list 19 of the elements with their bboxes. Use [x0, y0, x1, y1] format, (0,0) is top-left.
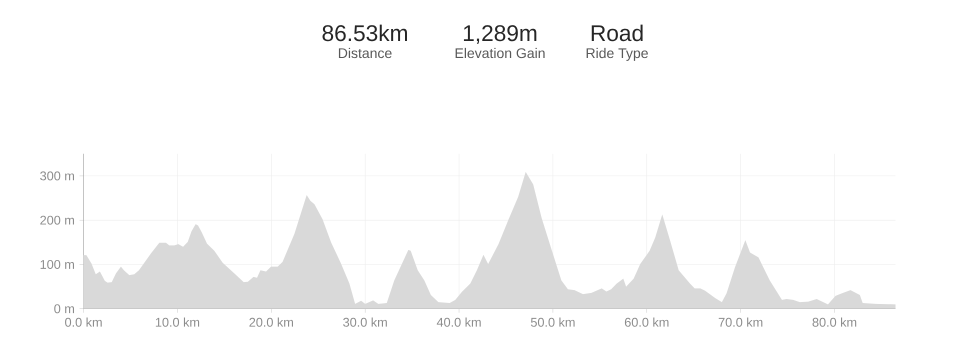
x-tick-label: 50.0 km — [530, 317, 575, 327]
text: Road — [592, 24, 643, 42]
x-tick-label: 30.0 km — [343, 317, 387, 327]
x-tick-label: 20.0 km — [249, 317, 293, 327]
x-tick-label: 0.0 km — [65, 317, 102, 327]
text: Ride Type — [586, 48, 648, 61]
y-tick-label: 200 m — [40, 216, 74, 225]
x-tick-label: 60.0 km — [624, 317, 668, 327]
x-tick-label: 40.0 km — [436, 317, 481, 327]
x-tick-label: 80.0 km — [812, 317, 856, 327]
y-tick-label: 100 m — [40, 260, 74, 269]
text: 1,289m — [464, 25, 536, 44]
text: 86.53km — [322, 24, 407, 42]
y-tick-label: 300 m — [40, 171, 74, 180]
x-tick-label: 70.0 km — [718, 317, 762, 327]
text: Distance — [338, 48, 392, 58]
text: Elevation Gain — [456, 48, 545, 58]
y-tick-label: 0 m — [54, 304, 74, 314]
x-tick-label: 10.0 km — [156, 317, 200, 327]
